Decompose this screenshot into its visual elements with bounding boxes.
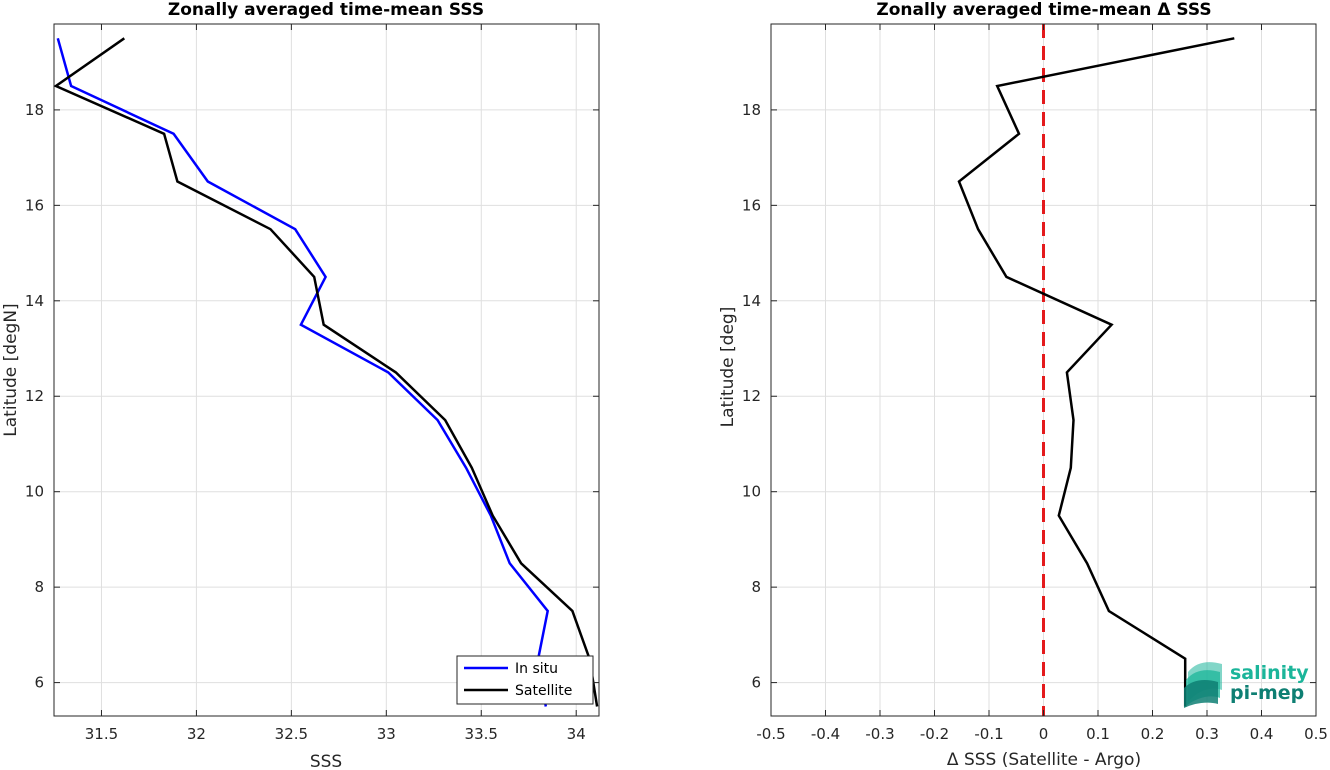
right-chart-x-tick-label: -0.3 <box>865 725 894 743</box>
right-chart-x-tick-label: -0.2 <box>920 725 949 743</box>
left-chart-grid <box>54 24 599 716</box>
left-chart-panel: Zonally averaged time-mean SSS 31.5 32 32.… <box>1 0 600 770</box>
right-chart-y-axis-label: Latitude [deg] <box>718 307 738 428</box>
left-chart-y-tick-label: 12 <box>25 387 44 405</box>
right-chart-y-tick-label: 6 <box>751 674 761 692</box>
right-chart-title: Zonally averaged time-mean Δ SSS <box>876 0 1211 20</box>
right-chart-y-tick-label: 16 <box>742 196 761 214</box>
left-chart-x-axis-label: SSS <box>310 752 342 770</box>
logo-text-salinity: salinity <box>1230 662 1309 684</box>
left-chart-series-line-in-situ <box>56 37 550 707</box>
right-chart-y-tick-label: 10 <box>742 483 761 501</box>
logo-text-pi-mep: pi-mep <box>1230 682 1304 704</box>
left-chart-y-tick-label: 8 <box>34 578 44 596</box>
wave-icon <box>1184 662 1222 708</box>
left-chart-series-line-satellite <box>53 37 599 707</box>
left-chart-title: Zonally averaged time-mean SSS <box>168 0 484 20</box>
right-chart-x-tick-label: 0.1 <box>1086 725 1110 743</box>
legend: In situ Satellite <box>456 655 594 705</box>
left-chart-x-tick-label: 32 <box>187 725 206 743</box>
right-chart-y-tick-label: 12 <box>742 387 761 405</box>
left-chart-y-tick-label: 10 <box>25 483 44 501</box>
legend-box <box>456 655 594 705</box>
left-chart-y-tick-label: 16 <box>25 196 44 214</box>
right-chart-x-axis-label: Δ SSS (Satellite - Argo) <box>947 750 1141 770</box>
right-chart-x-tick-label: 0 <box>1039 725 1049 743</box>
legend-label-in-situ: In situ <box>515 661 558 677</box>
left-chart-series <box>53 37 599 707</box>
left-chart-x-tick-label: 34 <box>567 725 586 743</box>
right-chart-series <box>957 37 1235 707</box>
left-chart-x-tick-label: 32.5 <box>275 725 308 743</box>
right-chart-y-tick-label: 8 <box>751 578 761 596</box>
right-chart-ticks: -0.5 -0.4 -0.3 -0.2 -0.1 0 0.1 0.2 0.3 0.4 0.5 6 8 10… <box>742 24 1328 743</box>
right-chart-x-tick-label: -0.5 <box>756 725 785 743</box>
right-chart-x-tick-label: 0.3 <box>1195 725 1219 743</box>
right-chart-x-tick-label: 0.5 <box>1304 725 1328 743</box>
left-chart-y-tick-label: 18 <box>25 101 44 119</box>
left-chart-axes-box <box>53 23 600 717</box>
right-chart-panel: Zonally averaged time-mean Δ SSS -0.5 -0.… <box>718 0 1328 770</box>
left-chart-y-axis-label: Latitude [degN] <box>1 303 21 436</box>
left-chart-x-tick-label: 33 <box>377 725 396 743</box>
right-chart-x-tick-label: -0.4 <box>811 725 840 743</box>
left-chart-x-tick-label: 33.5 <box>465 725 498 743</box>
left-chart-x-tick-label: 31.5 <box>85 725 118 743</box>
left-chart-y-tick-label: 6 <box>34 674 44 692</box>
legend-label-satellite: Satellite <box>515 683 572 699</box>
right-chart-x-tick-label: 0.4 <box>1250 725 1274 743</box>
right-chart-x-tick-label: 0.2 <box>1141 725 1165 743</box>
right-chart-x-tick-label: -0.1 <box>974 725 1003 743</box>
salinity-pi-mep-logo: salinity pi-mep <box>1184 662 1309 708</box>
right-chart-grid <box>770 24 1317 716</box>
left-chart-ticks: 31.5 32 32.5 33 33.5 34 6 8 10 12 14 16 18 <box>25 24 599 743</box>
left-chart-y-tick-label: 14 <box>25 292 44 310</box>
right-chart-series-line-delta-sss <box>957 37 1235 707</box>
right-chart-y-tick-label: 18 <box>742 101 761 119</box>
right-chart-y-tick-label: 14 <box>742 292 761 310</box>
